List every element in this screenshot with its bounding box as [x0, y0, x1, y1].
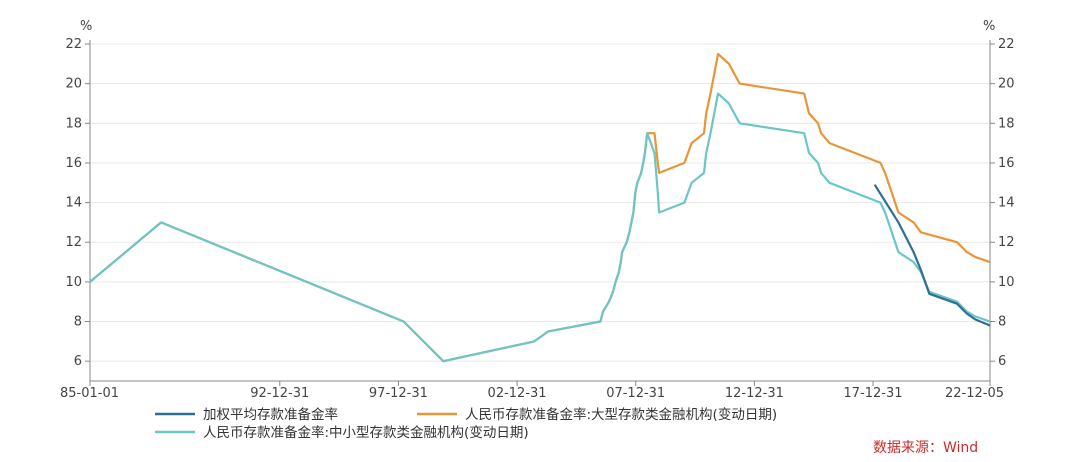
legend-label: 加权平均存款准备金率	[203, 406, 338, 423]
y-tick-label: 12	[998, 235, 1015, 250]
x-tick-label: 02-12-31	[488, 386, 547, 401]
x-tick-labels: 85-01-01 92-12-31 97-12-31 02-12-31 07-12-31…	[60, 386, 1004, 401]
y-tick-label: 14	[998, 196, 1015, 211]
x-tick-label: 97-12-31	[369, 386, 428, 401]
left-y-tick-labels: 6 8 10 12 14 16 18 20 22	[65, 37, 82, 369]
y-tick-label: 22	[998, 37, 1015, 52]
x-tick-label: 17-12-31	[844, 386, 903, 401]
series-lines	[89, 52, 991, 363]
y-tick-label: 10	[65, 275, 82, 290]
left-axis-unit: %	[80, 19, 92, 34]
y-tick-label: 22	[65, 37, 82, 52]
y-tick-label: 18	[998, 116, 1015, 131]
y-tick-label: 14	[65, 196, 82, 211]
x-tick-label: 07-12-31	[606, 386, 665, 401]
series-line-2	[89, 92, 991, 363]
x-tick-label: 85-01-01	[60, 386, 119, 401]
y-tick-label: 20	[998, 77, 1015, 92]
legend-label: 人民币存款准备金率:中小型存款类金融机构(变动日期)	[203, 424, 529, 441]
series-line-0	[873, 184, 991, 327]
x-tick-label: 22-12-05	[945, 386, 1004, 401]
y-tick-label: 18	[65, 116, 82, 131]
y-tick-label: 6	[998, 354, 1006, 369]
right-axis-unit: %	[983, 19, 995, 34]
y-tick-label: 8	[998, 315, 1006, 330]
y-tick-label: 8	[74, 315, 82, 330]
legend-item-large-institutions[interactable]: 人民币存款准备金率:大型存款类金融机构(变动日期)	[417, 406, 777, 423]
right-y-tick-labels: 6 8 10 12 14 16 18 20 22	[998, 37, 1015, 369]
y-tick-label: 20	[65, 77, 82, 92]
source-note: 数据来源：Wind	[873, 440, 978, 456]
legend-item-small-medium-institutions[interactable]: 人民币存款准备金率:中小型存款类金融机构(变动日期)	[155, 424, 529, 441]
axes	[85, 40, 995, 386]
y-tick-label: 16	[998, 156, 1015, 171]
series-line-1	[89, 52, 991, 363]
x-tick-label: 92-12-31	[250, 386, 309, 401]
legend: 加权平均存款准备金率 人民币存款准备金率:大型存款类金融机构(变动日期) 人民币…	[155, 406, 777, 441]
y-tick-label: 10	[998, 275, 1015, 290]
legend-label: 人民币存款准备金率:大型存款类金融机构(变动日期)	[465, 406, 777, 423]
grid-lines	[90, 43, 990, 362]
y-tick-label: 16	[65, 156, 82, 171]
legend-item-weighted-average[interactable]: 加权平均存款准备金率	[155, 406, 338, 423]
y-tick-label: 12	[65, 235, 82, 250]
x-tick-label: 12-12-31	[725, 386, 784, 401]
y-tick-label: 6	[74, 354, 82, 369]
